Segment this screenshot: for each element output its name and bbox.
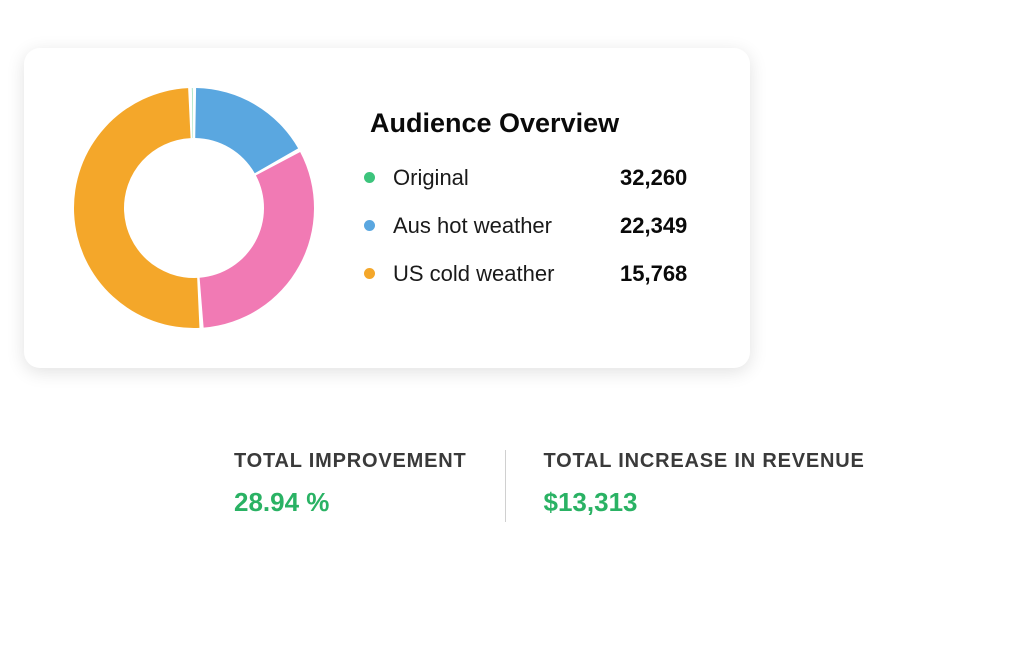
- stat-value: $13,313: [544, 487, 865, 518]
- stat-label: TOTAL INCREASE IN REVENUE: [544, 450, 865, 473]
- donut-chart-container: [54, 68, 334, 348]
- legend-dot: [364, 268, 375, 279]
- stats-row: TOTAL IMPROVEMENT 28.94 % TOTAL INCREASE…: [24, 450, 1024, 522]
- donut-segment-aus_hot_weather: [195, 88, 298, 173]
- donut-segment-original_green: [192, 88, 193, 138]
- legend-row: Original32,260: [364, 165, 710, 191]
- legend-label: Aus hot weather: [393, 213, 620, 239]
- legend-label: Original: [393, 165, 620, 191]
- donut-segment-original_pink: [200, 152, 314, 328]
- card-title: Audience Overview: [364, 108, 710, 139]
- legend-label: US cold weather: [393, 261, 620, 287]
- legend-row: Aus hot weather22,349: [364, 213, 710, 239]
- donut-segment-us_cold_weather: [74, 88, 199, 328]
- legend-value: 15,768: [620, 261, 710, 287]
- audience-overview-card: Audience Overview Original32,260Aus hot …: [24, 48, 750, 368]
- legend-dot: [364, 172, 375, 183]
- legend-value: 22,349: [620, 213, 710, 239]
- donut-chart: [54, 68, 334, 348]
- stats-divider: [505, 450, 506, 522]
- legend-value: 32,260: [620, 165, 710, 191]
- stat-total-increase-revenue: TOTAL INCREASE IN REVENUE $13,313: [514, 450, 895, 518]
- legend-dot: [364, 220, 375, 231]
- stat-value: 28.94 %: [234, 487, 467, 518]
- stat-label: TOTAL IMPROVEMENT: [234, 450, 467, 473]
- legend-area: Audience Overview Original32,260Aus hot …: [334, 108, 710, 309]
- legend-row: US cold weather15,768: [364, 261, 710, 287]
- stat-total-improvement: TOTAL IMPROVEMENT 28.94 %: [24, 450, 497, 518]
